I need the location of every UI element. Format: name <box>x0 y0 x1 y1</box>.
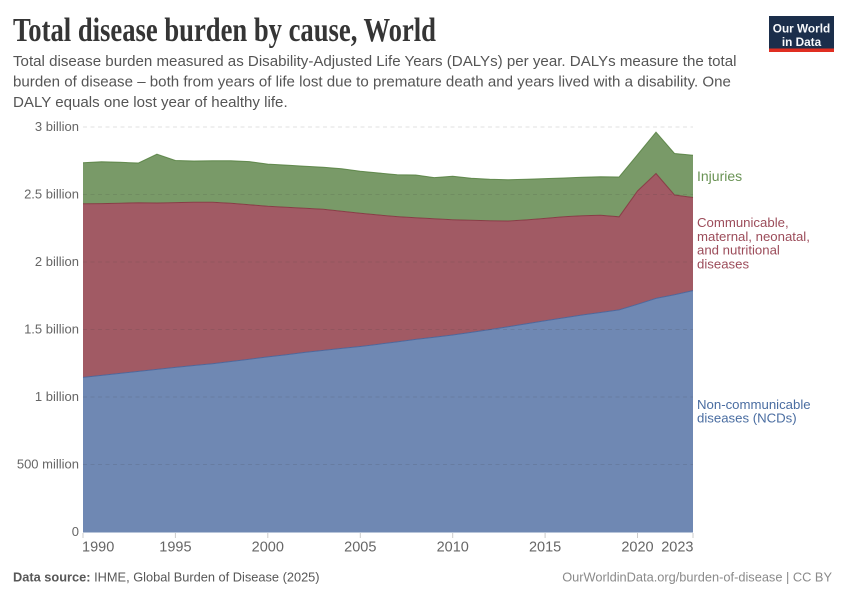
svg-text:2023: 2023 <box>661 539 693 555</box>
svg-text:in Data: in Data <box>782 35 822 49</box>
svg-text:1 billion: 1 billion <box>35 389 79 404</box>
svg-text:OurWorldinData.org/burden-of-d: OurWorldinData.org/burden-of-disease | C… <box>562 570 832 585</box>
svg-text:burden of disease – both from: burden of disease – both from years of l… <box>13 74 731 91</box>
svg-text:Data source: IHME, Global Burd: Data source: IHME, Global Burden of Dise… <box>13 570 320 585</box>
svg-text:2015: 2015 <box>529 539 561 555</box>
svg-text:2010: 2010 <box>437 539 469 555</box>
svg-text:Our World: Our World <box>773 21 830 35</box>
svg-text:diseases: diseases <box>697 256 749 271</box>
svg-text:1995: 1995 <box>159 539 191 555</box>
svg-text:diseases (NCDs): diseases (NCDs) <box>697 411 797 426</box>
svg-text:0: 0 <box>72 524 79 539</box>
svg-text:Non-communicable: Non-communicable <box>697 397 811 412</box>
svg-text:maternal, neonatal,: maternal, neonatal, <box>697 229 810 244</box>
svg-text:and nutritional: and nutritional <box>697 243 780 258</box>
svg-text:2.5 billion: 2.5 billion <box>24 186 79 201</box>
svg-text:Total disease burden measured: Total disease burden measured as Disabil… <box>13 53 736 70</box>
svg-text:Total disease burden by cause,: Total disease burden by cause, World <box>13 12 436 49</box>
svg-text:2 billion: 2 billion <box>35 254 79 269</box>
svg-text:500 million: 500 million <box>17 456 79 471</box>
svg-text:2020: 2020 <box>621 539 653 555</box>
svg-text:3 billion: 3 billion <box>35 119 79 134</box>
svg-text:1.5 billion: 1.5 billion <box>24 321 79 336</box>
svg-text:DALY equals one lost year of h: DALY equals one lost year of healthy lif… <box>13 94 288 111</box>
svg-text:1990: 1990 <box>82 539 114 555</box>
svg-text:2000: 2000 <box>252 539 284 555</box>
svg-text:Injuries: Injuries <box>697 168 742 184</box>
svg-text:Communicable,: Communicable, <box>697 215 789 230</box>
svg-text:2005: 2005 <box>344 539 376 555</box>
